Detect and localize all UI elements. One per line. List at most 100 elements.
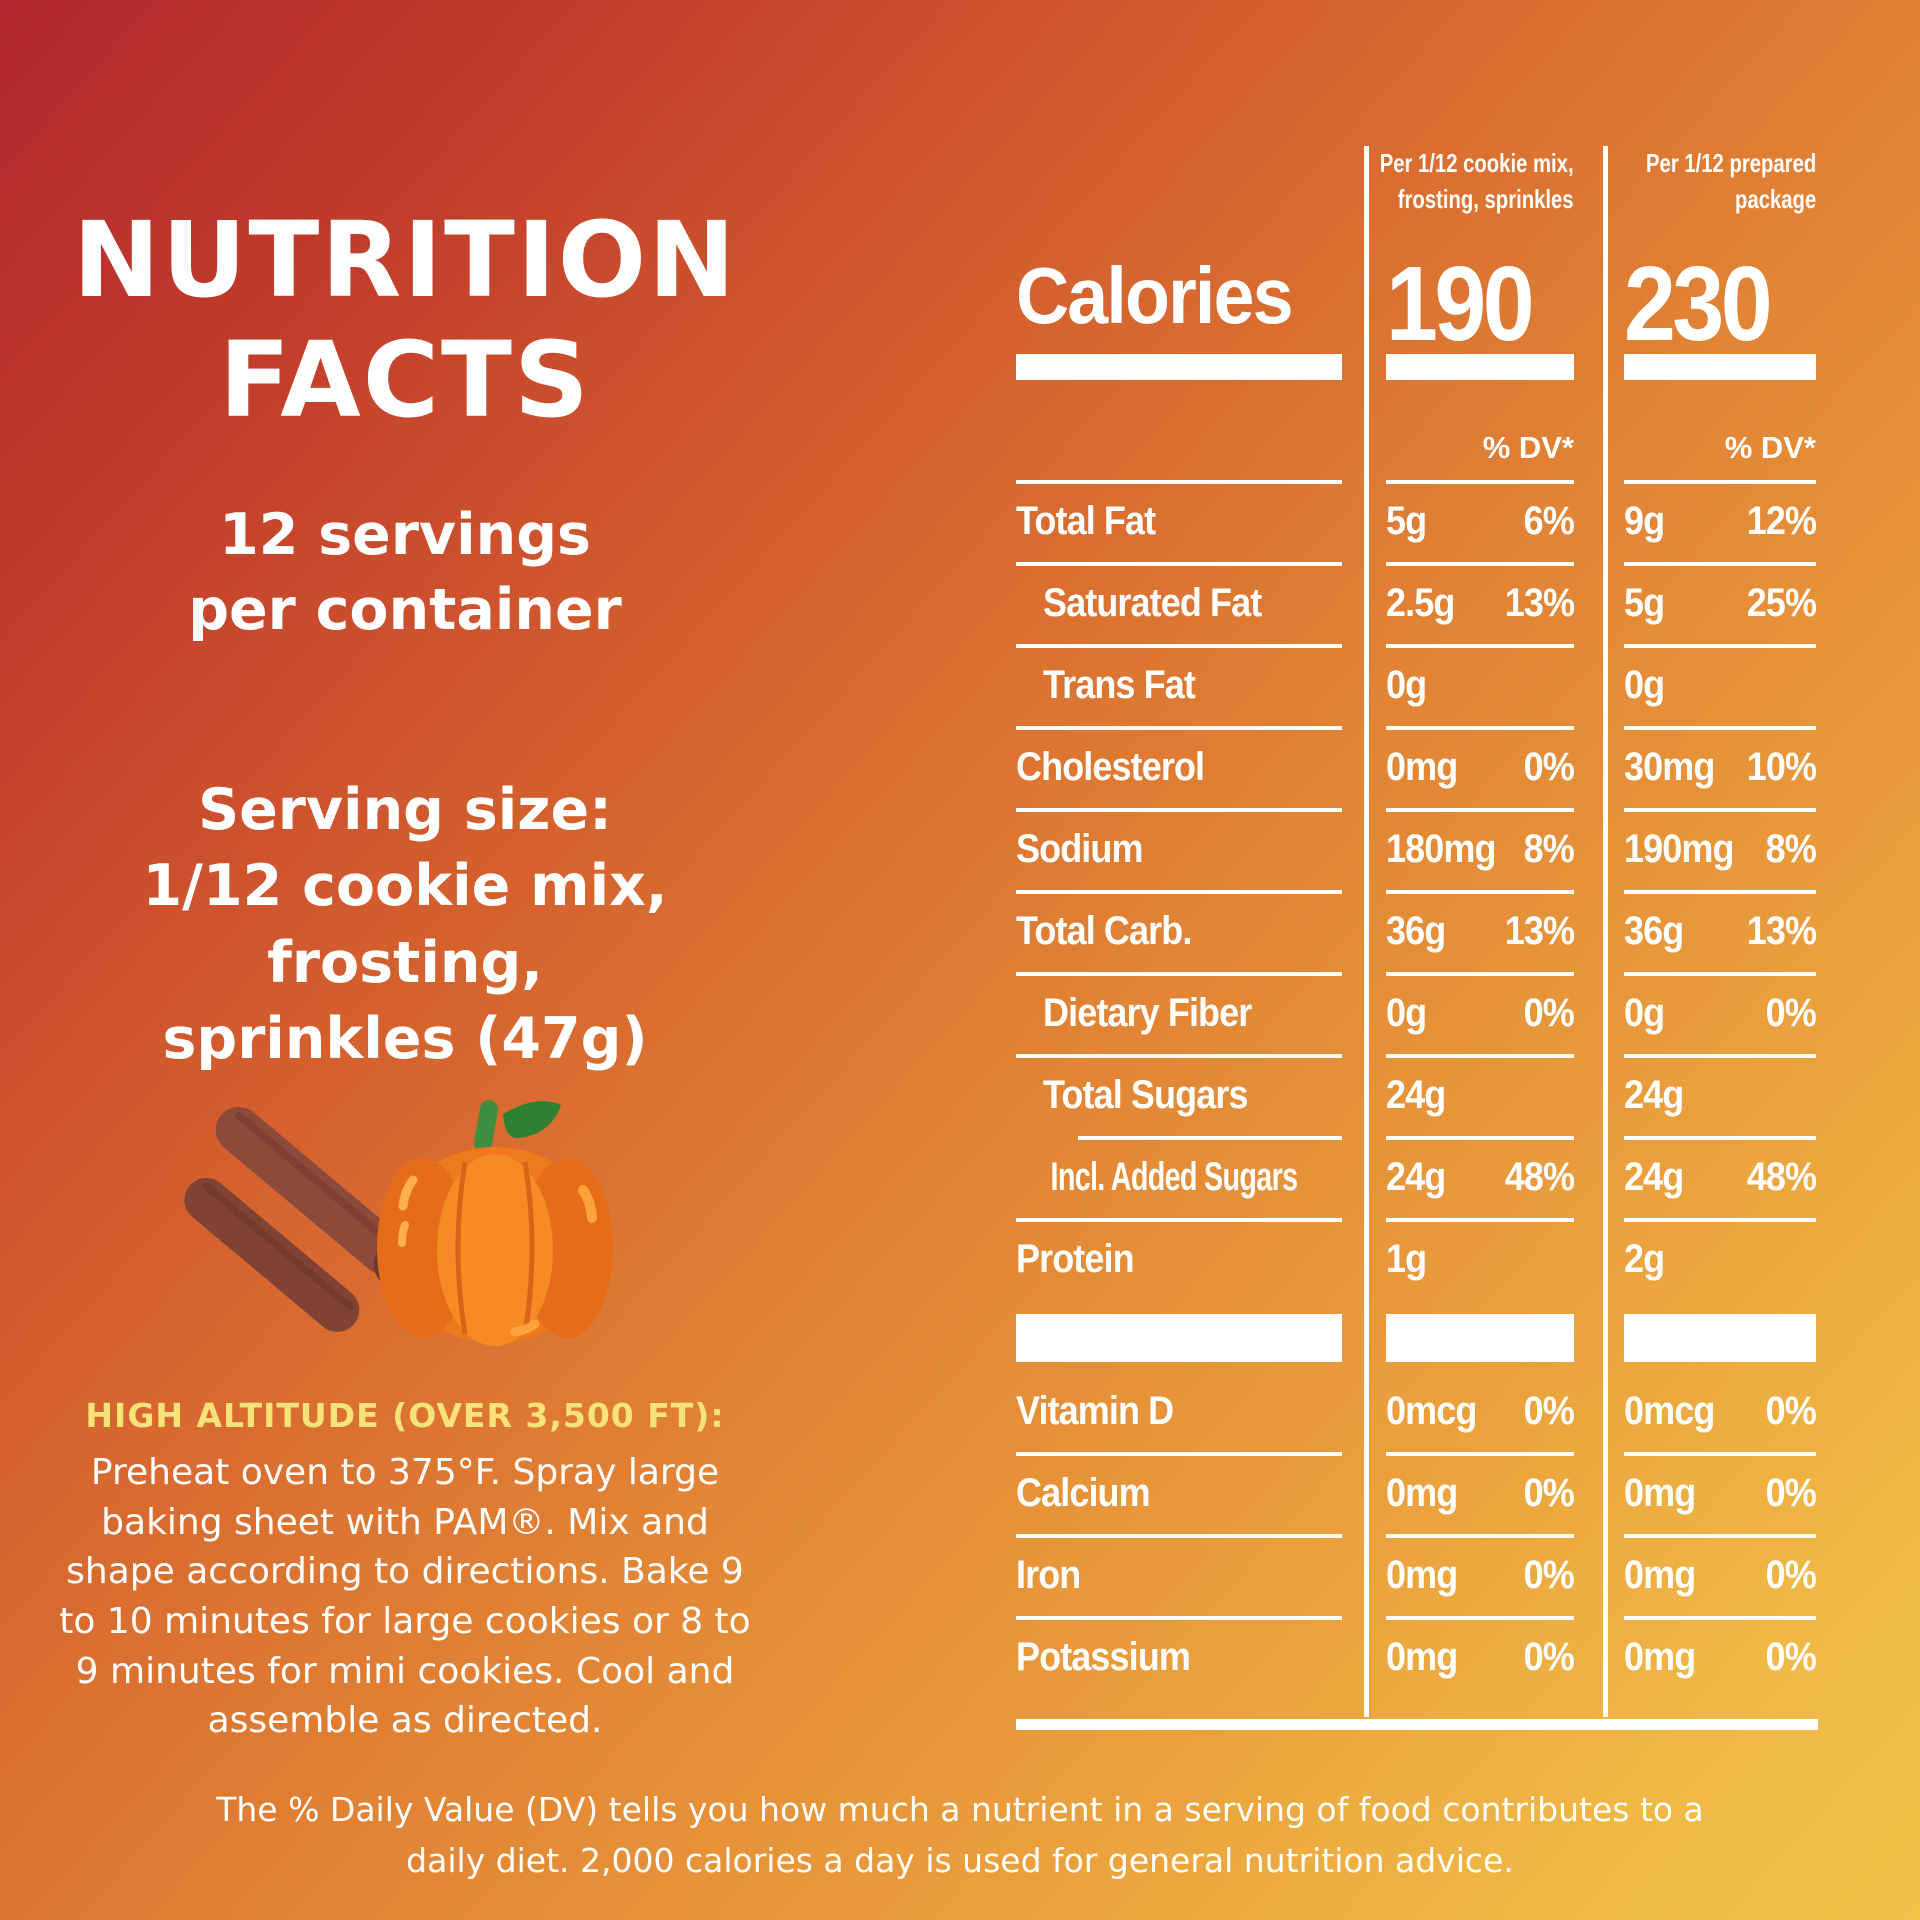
nutrient-label: Trans Fat xyxy=(1043,662,1196,707)
nutrient-label: Iron xyxy=(1016,1552,1081,1597)
nutrient-label: Total Sugars xyxy=(1043,1072,1248,1117)
page-title: NUTRITION FACTS xyxy=(40,200,770,441)
amount-cell: 0mg xyxy=(1386,1470,1458,1515)
amount-cell: 0mg xyxy=(1624,1470,1696,1515)
nutrient-label: Vitamin D xyxy=(1016,1388,1174,1433)
table-bottom-border xyxy=(1016,1719,1818,1730)
amount-cell: 0g xyxy=(1624,990,1665,1035)
title-line-2: FACTS xyxy=(219,319,591,442)
table-row: 0g xyxy=(1624,644,1816,726)
table-row: Calcium xyxy=(1016,1452,1342,1534)
table-row: 190mg 8% xyxy=(1624,808,1817,890)
column-header-prepared: Per 1/12 prepared package xyxy=(1645,148,1816,214)
separator-bar xyxy=(1624,1314,1816,1362)
servings-per-container: 12 servings per container xyxy=(188,502,622,644)
table-row: Cholesterol xyxy=(1016,726,1342,808)
cookie-mix-column: Per 1/12 cookie mix, frosting, sprinkles… xyxy=(1380,142,1575,1698)
nutrient-label: Calcium xyxy=(1016,1470,1151,1515)
dv-cell: 8% xyxy=(1765,826,1817,871)
amount-cell: 24g xyxy=(1386,1072,1446,1117)
nutrient-label: Incl. Added Sugars xyxy=(1050,1154,1299,1199)
table-row: 0mg 0% xyxy=(1386,1616,1575,1698)
amount-cell: 2.5g xyxy=(1386,580,1455,625)
nutrition-table: Calories Total Fat Saturated Fat Trans F… xyxy=(1012,142,1818,1730)
dv-cell: 0% xyxy=(1765,1388,1817,1433)
table-row: Incl. Added Sugars xyxy=(1016,1136,1342,1218)
dv-cell: 48% xyxy=(1504,1154,1575,1199)
table-row: 24g xyxy=(1386,1054,1574,1136)
header-bar xyxy=(1386,354,1574,380)
dv-cell: 13% xyxy=(1504,908,1575,953)
amount-cell: 2g xyxy=(1624,1236,1665,1281)
table-row: 0g 0% xyxy=(1386,972,1575,1054)
calories-value-prepared: 230 xyxy=(1624,245,1773,364)
amount-cell: 9g xyxy=(1624,498,1665,543)
calories-value-mix: 190 xyxy=(1386,245,1535,364)
amount-cell: 0mg xyxy=(1386,1552,1458,1597)
separator-bar xyxy=(1016,1314,1342,1362)
dv-cell: 13% xyxy=(1504,580,1575,625)
calories-label: Calories xyxy=(1016,251,1294,340)
dv-cell: 48% xyxy=(1746,1154,1817,1199)
amount-cell: 36g xyxy=(1624,908,1684,953)
table-row: Total Carb. xyxy=(1016,890,1342,972)
table-row: Total Fat xyxy=(1016,480,1342,562)
pumpkin-icon xyxy=(377,1100,613,1346)
table-row: 0mcg 0% xyxy=(1624,1370,1817,1452)
amount-cell: 0mg xyxy=(1624,1634,1696,1679)
nutrient-label: Total Fat xyxy=(1016,498,1156,543)
column-divider xyxy=(1364,146,1369,1717)
table-row: Saturated Fat xyxy=(1016,562,1342,644)
table-row: 0mg 0% xyxy=(1624,1452,1817,1534)
table-row: 180mg 8% xyxy=(1386,808,1575,890)
table-row: Total Sugars xyxy=(1016,1054,1342,1136)
separator-bar xyxy=(1386,1314,1574,1362)
amount-cell: 180mg xyxy=(1386,826,1496,871)
table-row: 24g xyxy=(1624,1054,1816,1136)
table-row: 2g xyxy=(1624,1218,1816,1300)
dv-cell: 12% xyxy=(1746,498,1817,543)
dv-cell: 0% xyxy=(1523,1470,1575,1515)
table-row: Trans Fat xyxy=(1016,644,1342,726)
amount-cell: 0mcg xyxy=(1386,1388,1477,1433)
prepared-package-column: Per 1/12 prepared package 230 % DV* 9g 12… xyxy=(1624,142,1817,1698)
amount-cell: 36g xyxy=(1386,908,1446,953)
table-row: 36g 13% xyxy=(1624,890,1817,972)
table-row: 0mcg 0% xyxy=(1386,1370,1575,1452)
nutrient-label: Cholesterol xyxy=(1016,744,1205,789)
dv-header: % DV* xyxy=(1482,430,1574,465)
table-row: 0mg 0% xyxy=(1624,1534,1817,1616)
table-row: 0mg 0% xyxy=(1386,1534,1575,1616)
amount-cell: 30mg xyxy=(1624,744,1715,789)
column-header-mix: Per 1/12 cookie mix, frosting, sprinkles xyxy=(1380,148,1574,214)
table-row: Vitamin D xyxy=(1016,1370,1342,1452)
table-row: 24g 48% xyxy=(1386,1136,1575,1218)
table-row: Dietary Fiber xyxy=(1016,972,1342,1054)
table-row: 0g xyxy=(1386,644,1574,726)
table-row: 5g 25% xyxy=(1624,562,1817,644)
dv-cell: 0% xyxy=(1765,1470,1817,1515)
dv-cell: 0% xyxy=(1523,990,1575,1035)
nutrient-labels-column: Calories Total Fat Saturated Fat Trans F… xyxy=(1016,142,1342,1698)
amount-cell: 24g xyxy=(1624,1154,1684,1199)
amount-cell: 5g xyxy=(1386,498,1427,543)
table-row: 2.5g 13% xyxy=(1386,562,1575,644)
high-altitude-instructions: Preheat oven to 375°F. Spray large bakin… xyxy=(59,1452,751,1742)
table-row: 1g xyxy=(1386,1218,1574,1300)
dv-cell: 0% xyxy=(1765,990,1817,1035)
dv-cell: 0% xyxy=(1523,1388,1575,1433)
amount-cell: 0mg xyxy=(1386,744,1458,789)
dv-cell: 10% xyxy=(1746,744,1817,789)
table-row: Sodium xyxy=(1016,808,1342,890)
table-row: Potassium xyxy=(1016,1616,1342,1698)
dv-cell: 0% xyxy=(1523,1552,1575,1597)
amount-cell: 5g xyxy=(1624,580,1665,625)
table-row: 5g 6% xyxy=(1386,480,1575,562)
amount-cell: 24g xyxy=(1386,1154,1446,1199)
amount-cell: 1g xyxy=(1386,1236,1427,1281)
table-row: 0g 0% xyxy=(1624,972,1817,1054)
amount-cell: 0mg xyxy=(1386,1634,1458,1679)
header-bar xyxy=(1016,354,1342,380)
high-altitude-heading: HIGH ALTITUDE (OVER 3,500 FT): xyxy=(85,1396,725,1435)
